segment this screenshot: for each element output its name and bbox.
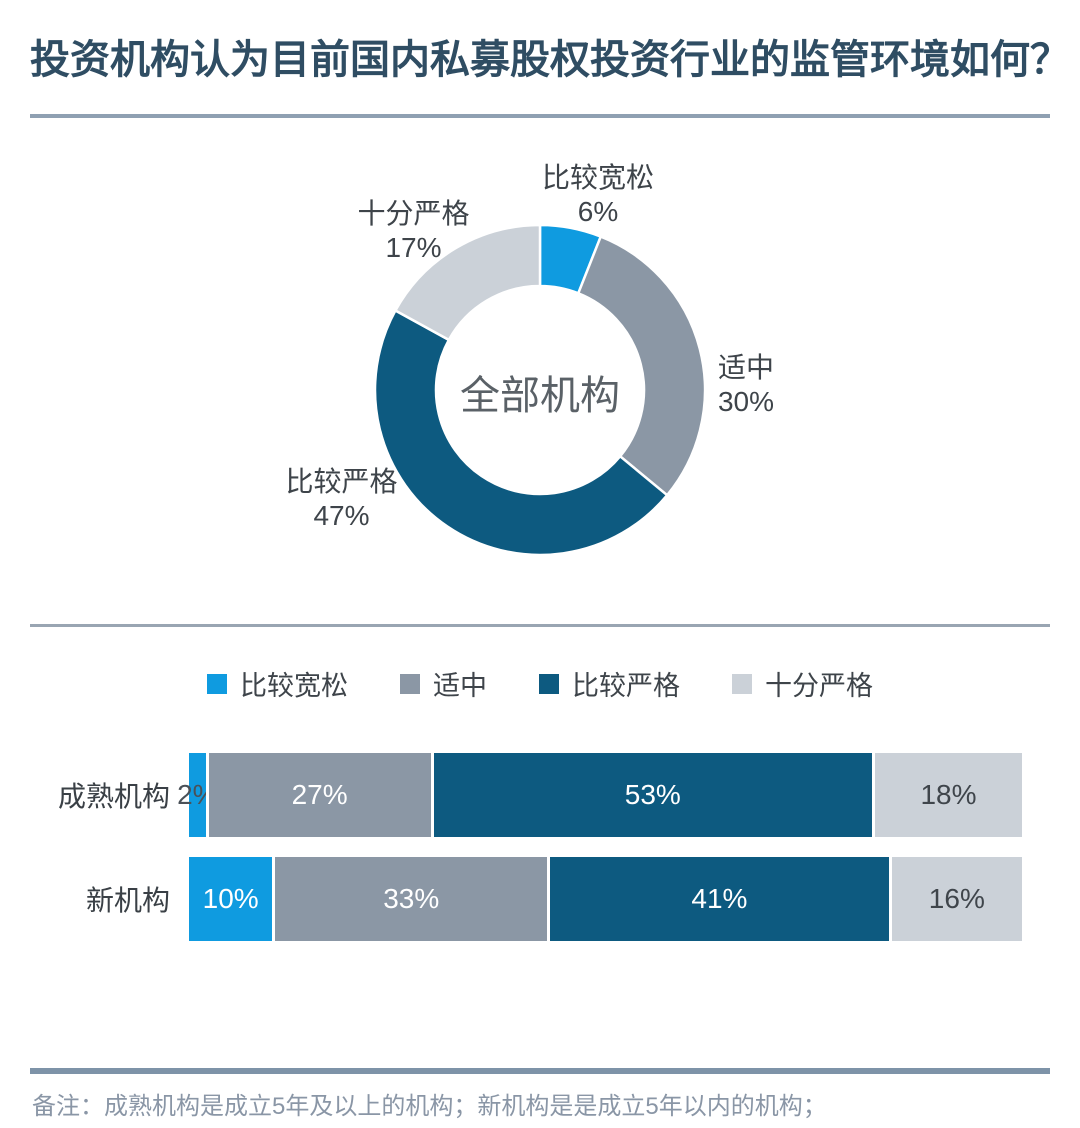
legend-label: 适中 xyxy=(433,671,487,701)
legend: 比较宽松 适中 比较严格 十分严格 xyxy=(0,664,1080,703)
donut-callout-value: 30% xyxy=(717,386,775,417)
donut-callout-value: 6% xyxy=(577,196,619,227)
donut-center-label: 全部机构 xyxy=(460,374,620,418)
page-title: 投资机构认为目前国内私募股权投资行业的监管环境如何？ xyxy=(30,38,1070,82)
bar-value-label: 10% xyxy=(202,883,259,914)
bar-value-label: 33% xyxy=(383,883,440,914)
legend-label: 比较宽松 xyxy=(240,671,348,701)
bar-track: 2% 27% 53% 18% xyxy=(177,753,1022,837)
legend-item-loose: 比较宽松 xyxy=(207,664,348,703)
legend-item-moderate: 适中 xyxy=(400,664,487,703)
donut-svg xyxy=(373,223,707,557)
legend-label: 十分严格 xyxy=(765,671,873,701)
bar-track: 10% 33% 41% 16% xyxy=(189,857,1022,941)
footer-divider xyxy=(30,1068,1050,1074)
bar-segment: 33% xyxy=(272,857,548,941)
donut-callout-value: 47% xyxy=(313,500,370,531)
donut-callout-label: 比较严格 xyxy=(285,466,398,497)
title-divider xyxy=(30,114,1050,118)
bar-value-label: 41% xyxy=(691,883,748,914)
bar-segment: 27% xyxy=(205,753,431,837)
donut-callout-value: 17% xyxy=(385,232,442,263)
donut-segment-1 xyxy=(576,234,707,497)
donut-callout-label: 十分严格 xyxy=(357,198,470,229)
bar-segment: 16% xyxy=(888,857,1022,941)
bar-row-label: 成熟机构 xyxy=(57,781,170,812)
bar-segment: 18% xyxy=(872,753,1022,837)
donut-segment-3 xyxy=(393,223,542,342)
donut-callout-very-strict: 十分严格 17% xyxy=(326,197,501,265)
legend-item-very-strict: 十分严格 xyxy=(732,664,873,703)
bar-value-label: 16% xyxy=(928,883,985,914)
bar-row: 新机构 10% 33% 41% 16% xyxy=(0,857,1080,941)
legend-swatch xyxy=(539,673,559,694)
donut-callout-label: 适中 xyxy=(717,352,774,383)
bar-segment: 2% xyxy=(177,753,218,837)
donut-callout-label: 比较宽松 xyxy=(541,162,654,193)
legend-swatch xyxy=(400,673,420,694)
bar-segment: 41% xyxy=(547,857,889,941)
legend-item-strict: 比较严格 xyxy=(539,664,680,703)
donut-callout-strict: 比较严格 47% xyxy=(254,465,429,533)
bar-value-label: 18% xyxy=(920,779,977,810)
legend-label: 比较严格 xyxy=(572,671,680,701)
bar-segment: 53% xyxy=(430,753,873,837)
bar-row: 成熟机构 2% 27% 53% 18% xyxy=(0,753,1080,837)
stacked-bar-chart: 成熟机构 2% 27% 53% 18% 新机构 10% 33% 41% 16% xyxy=(0,753,1080,961)
donut-chart: 全部机构 比较宽松 6% 适中 30% 比较严格 47% 十分严格 17% xyxy=(0,115,1080,607)
donut-callout-loose: 比较宽松 6% xyxy=(518,161,678,229)
legend-swatch xyxy=(732,673,752,694)
bar-segment: 10% xyxy=(189,857,273,941)
section-divider xyxy=(30,624,1050,627)
bar-value-label: 27% xyxy=(291,779,348,810)
donut-segment-2 xyxy=(373,308,669,557)
bar-row-label: 新机构 xyxy=(85,885,170,916)
bar-value-label: 53% xyxy=(624,779,681,810)
donut-callout-moderate: 适中 30% xyxy=(666,351,826,419)
footer-note: 备注：成熟机构是成立5年及以上的机构；新机构是是成立5年以内的机构； xyxy=(32,1093,827,1120)
legend-swatch xyxy=(207,673,227,694)
